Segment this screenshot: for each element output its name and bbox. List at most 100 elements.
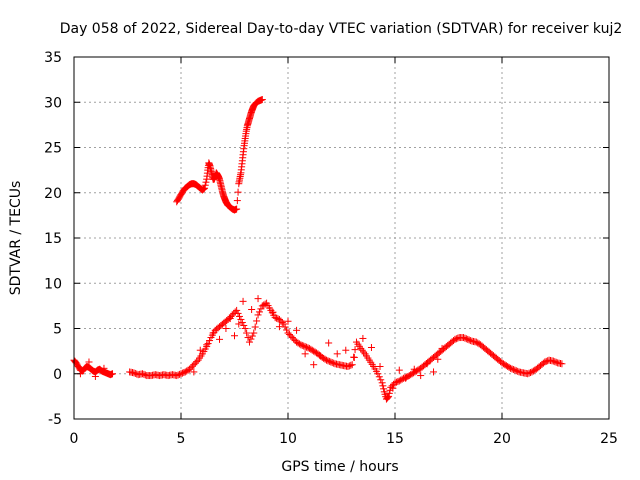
data-point-interp [501,361,509,369]
data-point [350,353,358,361]
data-point-interp [308,346,316,354]
data-point-interp [248,332,256,340]
data-point-interp [410,369,418,377]
data-point [451,335,459,343]
data-point-interp [360,348,368,356]
data-point-interp [231,308,239,316]
data-point [301,350,309,358]
data-point [333,350,341,358]
data-point [438,344,446,352]
data-point-interp [191,359,199,367]
data-point [342,346,350,354]
data-point-interp [273,314,281,322]
data-point [502,362,510,370]
chart-title: Day 058 of 2022, Sidereal Day-to-day VTE… [60,21,623,37]
data-point-interp [188,362,196,370]
data-point [357,344,365,352]
data-point-interp [414,366,422,374]
data-point-interp [287,332,295,340]
data-point-interp [529,367,537,375]
data-point-interp [201,181,209,189]
data-point [528,368,536,376]
data-point-interp [277,317,285,325]
data-point [376,363,384,371]
data-point [209,329,217,337]
data-point [254,295,262,303]
data-point [190,361,198,369]
data-point-interp [539,359,547,367]
data-point-interp [525,369,533,377]
data-point [269,308,277,316]
data-point-interp [278,318,286,326]
data-point-interp [328,359,336,367]
data-point-interp [283,326,291,334]
data-point-interp [379,382,387,390]
data-point-interp [298,341,306,349]
y-tick-label: 0 [53,367,62,383]
axis-ticks: 0 5 10 15 20 25 -5 0 5 10 15 20 25 30 35 [44,50,618,447]
data-point-interp [240,321,248,329]
data-point [177,370,185,378]
data-point-interp [527,369,535,377]
x-axis-label: GPS time / hours [281,459,398,475]
data-point-interp [307,345,315,353]
data-point [310,361,318,369]
data-point-interp [234,188,242,196]
data-point-interp [514,367,522,375]
data-point-interp [358,346,366,354]
data-point [297,341,305,349]
data-point-interp [255,308,263,316]
data-point-interp [449,337,457,345]
data-point [237,315,245,323]
data-point-interp [398,375,406,383]
data-point-interp [187,364,195,372]
data-point-interp [193,358,201,366]
data-point [378,379,386,387]
data-point [410,365,418,373]
data-point-interp [140,370,148,378]
x-tick-label: 10 [279,431,297,447]
data-point [228,311,236,319]
x-tick-label: 20 [493,431,511,447]
data-point [109,370,117,378]
data-point-interp [204,340,212,348]
data-point [507,364,515,372]
data-points [70,96,566,403]
data-point [239,297,247,305]
data-point-interp [180,369,188,377]
data-point [245,338,253,346]
data-point-interp [499,360,507,368]
data-point-interp [176,370,184,378]
data-point-interp [325,357,333,365]
data-point-interp [234,309,242,317]
data-point [138,370,146,378]
data-point [558,360,566,368]
data-point-interp [347,361,355,369]
data-point [423,360,431,368]
data-point-interp [253,317,261,325]
data-point [275,323,283,331]
data-point [549,357,557,365]
data-point [173,372,181,380]
data-point [498,359,506,367]
data-point [524,370,532,378]
data-point [434,355,442,363]
data-point [359,334,367,342]
data-point-interp [257,305,265,313]
data-point [459,334,467,342]
data-point-interp [251,323,259,331]
data-point [288,334,296,342]
data-point-interp [397,376,405,384]
data-point [235,320,243,328]
data-point [327,358,335,366]
data-point-interp [509,366,517,374]
data-point [305,344,313,352]
data-point-interp [407,371,415,379]
data-point [293,326,301,334]
data-point-interp [345,362,353,370]
data-point-interp [304,344,312,352]
data-point [385,392,393,400]
y-tick-label: -5 [48,412,62,428]
data-point [301,343,309,351]
